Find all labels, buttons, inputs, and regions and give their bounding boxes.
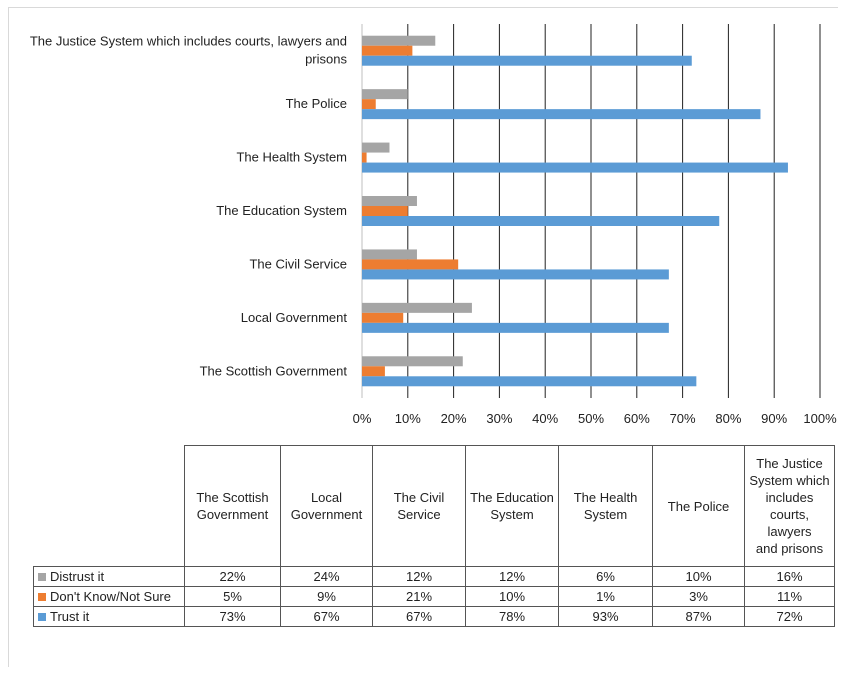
bar — [362, 196, 417, 206]
table-column-header: The Police — [652, 445, 745, 567]
table-row-header: Don't Know/Not Sure — [33, 586, 185, 607]
bar — [362, 142, 390, 153]
table-column-header: The Scottish Government — [184, 445, 281, 567]
table-cell: 78% — [465, 606, 559, 627]
category-label: The Education System — [216, 203, 347, 218]
x-tick-label: 0% — [353, 411, 372, 426]
table-row-header: Distrust it — [33, 566, 185, 587]
table-cell: 93% — [558, 606, 653, 627]
table-cell: 1% — [558, 586, 653, 607]
table-cell: 10% — [652, 566, 745, 587]
category-label: prisons — [305, 52, 347, 67]
table-column-header: The Civil Service — [372, 445, 466, 567]
bar — [362, 356, 463, 367]
category-label: The Justice System which includes courts… — [30, 34, 347, 49]
bar — [362, 376, 697, 387]
x-tick-label: 40% — [532, 411, 558, 426]
category-label: The Scottish Government — [200, 363, 348, 378]
table-cell: 6% — [558, 566, 653, 587]
category-label: Local Government — [241, 310, 348, 325]
bar — [362, 35, 436, 46]
bar — [362, 366, 385, 377]
x-tick-label: 20% — [441, 411, 467, 426]
table-cell: 10% — [465, 586, 559, 607]
bar — [362, 216, 720, 226]
data-table: The Scottish Government Local Government The… — [33, 445, 835, 627]
table-cell: 21% — [372, 586, 466, 607]
bar — [362, 89, 408, 100]
table-row: Distrust it 22% 24% 12% 12% 6% 10% 16% — [33, 566, 835, 587]
chart-frame — [8, 7, 838, 667]
bar — [362, 322, 669, 333]
x-tick-label: 90% — [761, 411, 787, 426]
bar — [362, 55, 692, 66]
category-label: The Civil Service — [249, 256, 347, 271]
table-cell: 3% — [652, 586, 745, 607]
table-cell: 5% — [184, 586, 281, 607]
table-cell: 72% — [744, 606, 835, 627]
bar — [362, 269, 669, 280]
bar — [362, 99, 376, 110]
bar — [362, 45, 413, 56]
bar — [362, 109, 761, 120]
table-cell: 67% — [280, 606, 373, 627]
table-cell: 22% — [184, 566, 281, 587]
bar — [362, 249, 417, 260]
category-label: The Health System — [236, 150, 347, 165]
table-cell: 73% — [184, 606, 281, 627]
table-column-header: The Justice System which includes courts, l… — [744, 445, 835, 567]
category-label: The Police — [286, 96, 347, 111]
bar-chart: 0% 10% 20% 30% 40% 50% 60% 70% 80% 90% 100% The Jus… — [30, 24, 837, 426]
table-cell: 67% — [372, 606, 466, 627]
table-cell: 12% — [465, 566, 559, 587]
table-column-header: Local Government — [280, 445, 373, 567]
table-cell: 9% — [280, 586, 373, 607]
table-row: Don't Know/Not Sure 5% 9% 21% 10% 1% 3% 11% — [33, 586, 835, 607]
bar — [362, 162, 788, 173]
legend-swatch — [38, 593, 46, 601]
table-cell: 16% — [744, 566, 835, 587]
x-tick-label: 100% — [803, 411, 837, 426]
table-cell: 11% — [744, 586, 835, 607]
table-column-header: The Health System — [558, 445, 653, 567]
table-column-header: The Education System — [465, 445, 559, 567]
legend-swatch — [38, 613, 46, 621]
legend-swatch — [38, 573, 46, 581]
bar — [362, 312, 404, 323]
x-tick-label: 30% — [486, 411, 512, 426]
table-cell: 87% — [652, 606, 745, 627]
x-tick-label: 70% — [670, 411, 696, 426]
table-row: Trust it 73% 67% 67% 78% 93% 87% 72% — [33, 606, 835, 627]
x-tick-label: 50% — [578, 411, 604, 426]
x-tick-label: 60% — [624, 411, 650, 426]
table-header-row: The Scottish Government Local Government The… — [34, 445, 835, 567]
x-tick-label: 10% — [395, 411, 421, 426]
bar — [362, 302, 472, 313]
bar — [362, 259, 459, 270]
table-cell: 12% — [372, 566, 466, 587]
table-row-header: Trust it — [33, 606, 185, 627]
table-cell: 24% — [280, 566, 373, 587]
bar — [362, 152, 367, 163]
x-tick-label: 80% — [715, 411, 741, 426]
bar — [362, 206, 408, 216]
